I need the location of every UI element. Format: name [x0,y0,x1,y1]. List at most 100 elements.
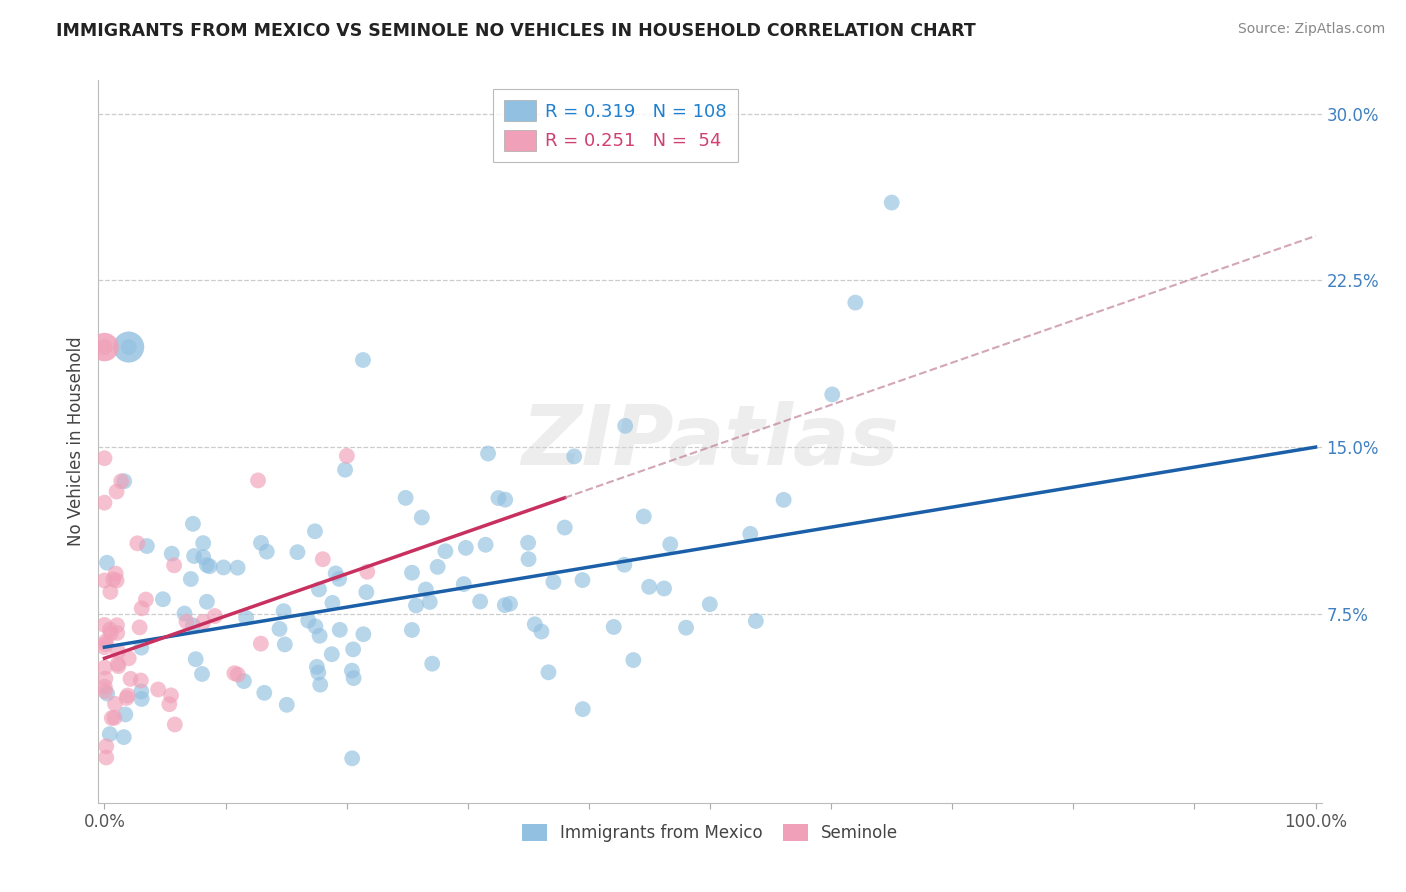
Point [193,550,215,565]
Point [420,657,443,671]
Point [100,585,122,599]
Point [100,626,122,640]
Point [112,730,135,744]
Point [453,577,475,591]
Point [152,592,174,607]
Point [537,665,560,680]
Point [98,623,121,637]
Point [352,353,374,368]
Point [118,340,141,354]
Point [740,527,762,541]
Point [356,565,378,579]
Point [250,637,273,651]
Point [274,637,297,651]
Point [321,647,343,661]
Point [474,538,496,552]
Point [328,572,350,586]
Point [571,573,593,587]
Point [235,611,257,625]
Point [517,552,540,566]
Legend: Immigrants from Mexico, Seminole: Immigrants from Mexico, Seminole [515,817,905,848]
Point [232,674,254,689]
Point [309,678,332,692]
Point [105,618,128,632]
Point [184,652,207,666]
Point [181,618,204,632]
Point [342,642,364,657]
Point [104,697,127,711]
Point [494,492,516,507]
Point [105,626,128,640]
Point [195,558,218,573]
Point [530,624,553,639]
Point [844,295,866,310]
Point [342,671,364,685]
Point [157,698,180,712]
Point [287,545,309,559]
Point [93,618,115,632]
Point [308,582,330,597]
Point [419,595,441,609]
Point [96,556,118,570]
Point [173,607,195,621]
Point [256,544,278,558]
Point [104,566,127,581]
Point [613,558,636,572]
Point [146,682,169,697]
Point [523,617,546,632]
Point [212,560,235,574]
Point [434,544,457,558]
Point [129,684,152,698]
Point [135,539,157,553]
Point [614,418,637,433]
Point [110,475,132,489]
Point [160,689,183,703]
Point [93,340,115,354]
Point [499,597,522,611]
Point [176,615,198,629]
Point [98,727,121,741]
Point [401,566,423,580]
Point [304,619,326,633]
Text: IMMIGRANTS FROM MEXICO VS SEMINOLE NO VEHICLES IN HOUSEHOLD CORRELATION CHART: IMMIGRANTS FROM MEXICO VS SEMINOLE NO VE… [56,22,976,40]
Point [94,680,117,694]
Point [118,340,141,354]
Point [273,604,295,618]
Point [94,634,117,648]
Point [247,474,270,488]
Point [352,627,374,641]
Point [160,547,183,561]
Point [127,536,149,550]
Point [94,684,117,698]
Point [94,672,117,686]
Point [96,739,118,754]
Point [107,657,129,671]
Point [103,572,125,586]
Point [325,566,347,581]
Point [112,474,135,488]
Point [181,516,204,531]
Point [329,623,352,637]
Point [772,492,794,507]
Point [163,717,186,731]
Point [394,491,416,505]
Point [93,340,115,354]
Point [94,637,117,651]
Point [105,484,128,499]
Point [880,195,903,210]
Point [131,601,153,615]
Point [93,640,115,655]
Point [411,510,433,524]
Point [93,574,115,588]
Point [226,667,249,681]
Point [821,387,844,401]
Point [93,451,115,466]
Point [415,582,437,597]
Point [191,667,214,681]
Point [401,623,423,637]
Point [562,450,585,464]
Point [204,609,226,624]
Point [603,620,626,634]
Point [226,560,249,574]
Point [426,560,449,574]
